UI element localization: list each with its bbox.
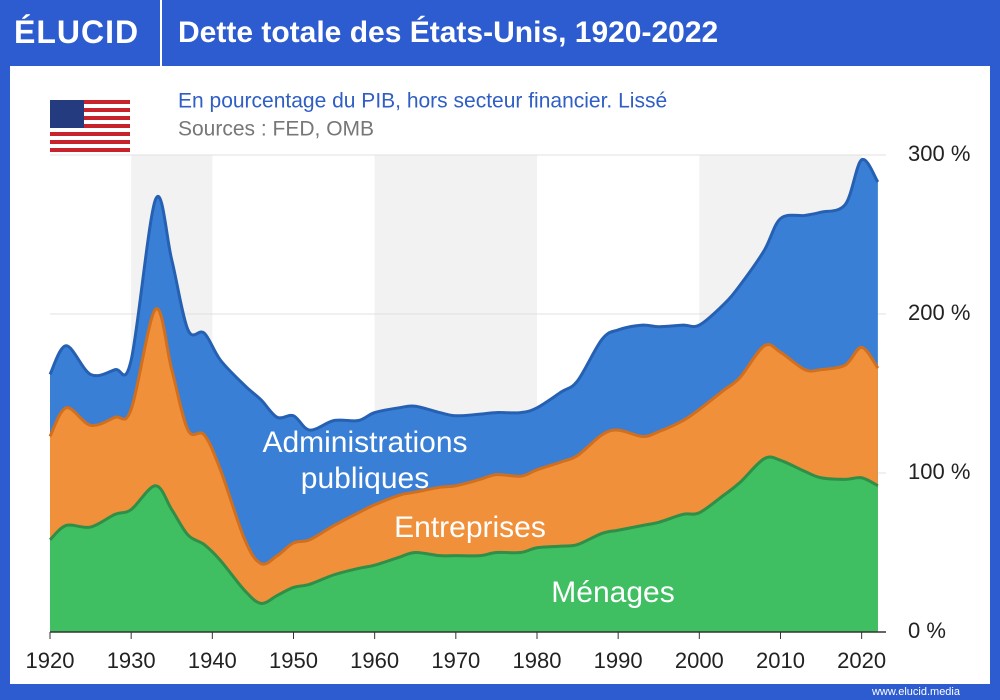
- area-line: [48, 455, 879, 605]
- subtitle: En pourcentage du PIB, hors secteur fina…: [178, 90, 667, 113]
- series-label: Administrations publiques: [262, 426, 468, 495]
- flag: [50, 100, 130, 152]
- x-tick-label: 1960: [350, 648, 399, 673]
- url: www.elucid.media: [871, 686, 960, 698]
- x-tick-label: 1940: [188, 648, 237, 673]
- source: Sources : FED, OMB: [178, 118, 374, 141]
- y-tick-label: 0 %: [908, 618, 946, 643]
- x-tick-label: 1950: [269, 648, 318, 673]
- x-tick-label: 1970: [431, 648, 480, 673]
- title: Dette totale des États-Unis, 1920-2022: [178, 16, 719, 49]
- x-tick-label: 1980: [513, 648, 562, 673]
- x-tick-label: 1990: [594, 648, 643, 673]
- area: [50, 456, 878, 632]
- series-label: Ménages: [551, 576, 675, 609]
- x-tick-label: 2000: [675, 648, 724, 673]
- logo: ÉLUCID: [14, 14, 140, 50]
- y-tick-label: 200 %: [908, 300, 970, 325]
- y-tick-label: 300 %: [908, 141, 970, 166]
- x-tick-label: 1920: [26, 648, 75, 673]
- x-tick-label: 2020: [837, 648, 886, 673]
- area-line: [48, 307, 880, 566]
- x-tick-label: 1930: [107, 648, 156, 673]
- separator: [160, 0, 162, 66]
- header: ÉLUCID Dette totale des États-Unis, 1920…: [0, 0, 1000, 66]
- x-tick-label: 2010: [756, 648, 805, 673]
- series-label: Entreprises: [394, 511, 546, 544]
- y-tick-label: 100 %: [908, 459, 970, 484]
- area-line: [48, 158, 880, 432]
